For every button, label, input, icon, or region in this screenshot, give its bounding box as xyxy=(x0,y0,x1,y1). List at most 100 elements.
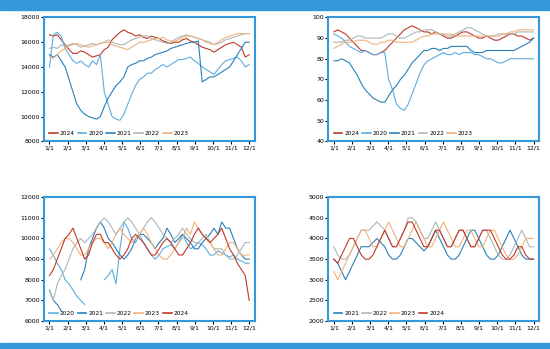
2021 xyxy=(331,257,337,261)
2021 xyxy=(428,236,435,240)
2021 xyxy=(144,56,151,60)
2021 xyxy=(460,245,466,249)
2021 xyxy=(444,253,450,257)
2021 xyxy=(428,46,435,51)
2024 xyxy=(460,30,466,34)
Line: 2021: 2021 xyxy=(334,38,534,102)
2024 xyxy=(70,226,76,230)
2021 xyxy=(468,228,474,232)
2022 xyxy=(331,40,337,44)
Legend: 2024, 2020, 2021, 2022, 2023: 2024, 2020, 2021, 2022, 2023 xyxy=(47,129,191,139)
2020 xyxy=(120,220,127,224)
2022 xyxy=(530,30,537,34)
2023 xyxy=(234,247,241,251)
Line: 2021: 2021 xyxy=(334,230,534,280)
Line: 2023: 2023 xyxy=(50,34,249,58)
2024 xyxy=(234,261,241,265)
2023 xyxy=(331,269,337,274)
2021 xyxy=(144,236,151,240)
2021 xyxy=(432,228,439,232)
2022 xyxy=(148,216,155,220)
2023 xyxy=(117,226,123,230)
2024 xyxy=(346,36,353,40)
2022 xyxy=(246,240,252,245)
2024 xyxy=(444,36,450,40)
2021 xyxy=(120,257,127,261)
2022 xyxy=(338,257,345,261)
2022 xyxy=(331,245,337,249)
2024 xyxy=(120,253,127,257)
2022 xyxy=(350,245,357,249)
2021 xyxy=(195,39,202,43)
2020 xyxy=(54,30,60,35)
2020 xyxy=(246,62,252,67)
2023 xyxy=(46,257,53,261)
2020 xyxy=(175,58,182,62)
2022 xyxy=(432,220,439,224)
Line: 2022: 2022 xyxy=(334,28,534,42)
2020 xyxy=(117,118,123,122)
2024 xyxy=(120,28,127,32)
2023 xyxy=(331,46,337,51)
2021 xyxy=(464,44,470,49)
Line: 2021: 2021 xyxy=(50,41,249,119)
2020 xyxy=(160,62,166,67)
2021 xyxy=(93,117,100,121)
2023 xyxy=(519,28,525,32)
2022 xyxy=(405,216,411,220)
2022 xyxy=(401,36,408,40)
2024 xyxy=(246,53,252,57)
2023 xyxy=(530,28,537,32)
2020 xyxy=(172,247,178,251)
2023 xyxy=(401,40,408,44)
2020 xyxy=(346,44,353,49)
2023 xyxy=(140,226,147,230)
2021 xyxy=(530,36,537,40)
2020 xyxy=(530,57,537,61)
2022 xyxy=(246,31,252,36)
2024 xyxy=(62,43,68,47)
2023 xyxy=(460,236,466,240)
2023 xyxy=(144,39,151,43)
2021 xyxy=(156,51,162,55)
2020 xyxy=(144,247,151,251)
2023 xyxy=(234,31,241,36)
2024 xyxy=(179,253,186,257)
2023 xyxy=(191,220,197,224)
2021 xyxy=(405,236,411,240)
2021 xyxy=(120,75,127,79)
2024 xyxy=(444,245,450,249)
2020 xyxy=(428,57,435,61)
2023 xyxy=(444,228,450,232)
2023 xyxy=(346,40,353,44)
2024 xyxy=(62,236,68,240)
Line: 2024: 2024 xyxy=(50,30,249,57)
2024 xyxy=(405,26,411,30)
2021 xyxy=(342,278,349,282)
Line: 2024: 2024 xyxy=(50,228,249,300)
Line: 2024: 2024 xyxy=(334,26,534,55)
2022 xyxy=(117,43,123,47)
2022 xyxy=(175,35,182,39)
2024 xyxy=(144,247,151,251)
Line: 2020: 2020 xyxy=(334,34,534,110)
2022 xyxy=(66,257,73,261)
2021 xyxy=(350,261,357,265)
2022 xyxy=(46,288,53,292)
Line: 2023: 2023 xyxy=(50,222,249,259)
2024 xyxy=(350,236,357,240)
2021 xyxy=(530,257,537,261)
2024 xyxy=(46,33,53,37)
2022 xyxy=(346,38,353,42)
2023 xyxy=(468,228,474,232)
2020 xyxy=(246,261,252,265)
2023 xyxy=(172,39,178,43)
2021 xyxy=(62,65,68,69)
Line: 2023: 2023 xyxy=(334,30,534,49)
2024 xyxy=(370,53,376,57)
2023 xyxy=(120,46,127,51)
2022 xyxy=(464,26,470,30)
2023 xyxy=(409,228,415,232)
Line: 2022: 2022 xyxy=(50,34,249,49)
2021 xyxy=(234,247,241,251)
